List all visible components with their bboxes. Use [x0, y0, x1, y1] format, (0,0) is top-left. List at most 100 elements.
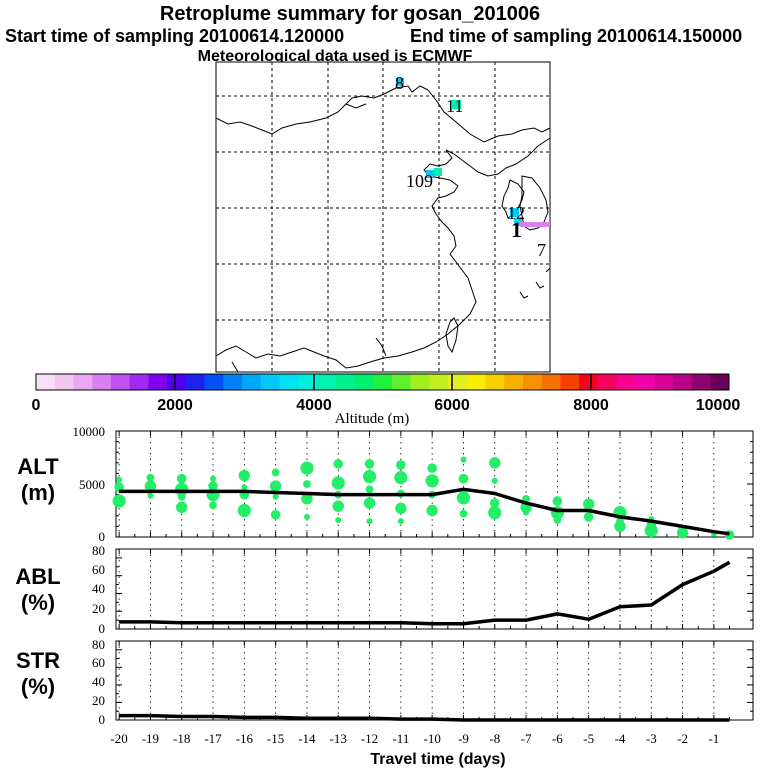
colorbar-tick-label: 6000: [434, 397, 470, 414]
colorbar-swatch: [204, 374, 224, 390]
map-coastlines: [215, 85, 551, 373]
colorbar-swatch: [579, 374, 599, 390]
altitude-colorbar: [35, 373, 730, 391]
colorbar-swatch: [335, 374, 355, 390]
colorbar-swatch: [298, 374, 318, 390]
x-tick-label: -2: [677, 731, 688, 746]
altitude-dot: [426, 504, 438, 517]
colorbar-swatch: [541, 374, 561, 390]
x-tick-label: -17: [204, 731, 222, 746]
map-point: [426, 170, 434, 178]
altitude-dot: [146, 473, 155, 482]
map-point: [510, 208, 519, 217]
colorbar-tick-label: 10000: [696, 397, 741, 414]
colorbar-swatch: [654, 374, 674, 390]
altitude-dot: [362, 469, 377, 484]
colorbar-tick-label: 4000: [296, 397, 332, 414]
str-panel: [115, 640, 754, 722]
altitude-dot: [363, 497, 376, 509]
colorbar-swatch: [316, 374, 337, 390]
altitude-dot: [144, 480, 157, 492]
colorbar-swatch: [185, 374, 206, 390]
altitude-dot: [112, 494, 126, 508]
colorbar-swatch: [522, 374, 543, 390]
altitude-dot: [241, 484, 248, 491]
abl-series-line: [119, 560, 731, 626]
colorbar-swatch: [710, 374, 730, 390]
altitude-dot: [456, 491, 471, 505]
altitude-dot: [427, 463, 437, 473]
altitude-dot: [459, 509, 468, 518]
colorbar-swatch: [167, 374, 187, 390]
y-tick-label: 80: [92, 543, 105, 558]
x-tick-label: -9: [458, 731, 469, 746]
altitude-dot: [582, 498, 595, 510]
colorbar-swatch: [279, 374, 299, 390]
panel-frame: [115, 640, 754, 721]
colorbar-swatch: [54, 374, 74, 390]
x-tick-label: -14: [298, 731, 316, 746]
abl-panel: [115, 548, 754, 630]
panel-frame: [115, 548, 754, 630]
altitude-dot: [644, 524, 658, 538]
colorbar-swatch: [354, 374, 374, 390]
map-arrow: [520, 222, 550, 227]
altitude-dot: [553, 516, 562, 524]
altitude-dot: [270, 509, 281, 520]
altitude-dot: [333, 459, 344, 469]
colorbar-ticks: 0 2000 4000 6000 8000 10000: [32, 397, 741, 414]
y-tick-label: 0: [99, 529, 106, 544]
colorbar-swatch: [616, 374, 636, 390]
map-label: 11: [446, 96, 463, 116]
y-tick-label: 10000: [73, 424, 106, 439]
colorbar-swatch: [148, 374, 168, 390]
figure-title: Retroplume summary for gosan_201006: [160, 3, 540, 25]
altitude-dot: [300, 461, 314, 475]
start-time-label: Start time of sampling 20100614.120000: [5, 26, 344, 46]
abl-panel-label: ABL: [15, 564, 60, 589]
altitude-dot: [272, 493, 279, 500]
colorbar-frame: [35, 373, 730, 391]
y-tick-label: 0: [99, 621, 106, 636]
colorbar-swatch: [129, 374, 149, 390]
altitude-dot: [301, 493, 313, 505]
x-tick-label: -20: [110, 731, 127, 746]
altitude-dot: [176, 473, 187, 484]
colorbar-swatch: [466, 374, 487, 390]
colorbar-swatch: [691, 374, 711, 390]
map-point: [434, 168, 442, 176]
colorbar-swatch: [635, 374, 655, 390]
altitude-dot: [177, 492, 186, 501]
map-point: [514, 218, 522, 226]
altitude-dot: [303, 513, 310, 520]
colorbar-swatch: [36, 374, 56, 390]
altitude-dot: [489, 498, 500, 508]
altitude-dot: [395, 502, 407, 515]
altitude-dot: [583, 512, 594, 522]
alt-panel: [112, 430, 754, 540]
altitude-dot: [114, 482, 124, 492]
y-tick-label: 0: [99, 712, 106, 727]
x-tick-label: -3: [646, 731, 657, 746]
colorbar-swatch: [410, 374, 430, 390]
altitude-dot: [269, 480, 282, 492]
altitude-dot: [147, 492, 154, 499]
colorbar-swatch: [560, 374, 580, 390]
altitude-dot: [614, 520, 626, 533]
altitude-dot: [489, 457, 501, 469]
y-tick-label: 20: [92, 601, 105, 616]
x-tick-label: -18: [173, 731, 190, 746]
colorbar-swatch: [597, 374, 618, 390]
altitude-dot: [491, 477, 498, 484]
alt-y-ticks: 0 5000 10000: [73, 424, 106, 544]
altitude-dot: [176, 501, 188, 514]
y-tick-label: 40: [92, 581, 105, 596]
altitude-dot: [396, 460, 406, 470]
colorbar-swatch: [391, 374, 412, 390]
alt-panel-label: ALT: [17, 454, 59, 479]
altitude-dot: [425, 474, 439, 488]
map-label: 8: [395, 73, 404, 93]
map-label: 109: [406, 171, 433, 191]
map-gridlines: [216, 62, 550, 372]
colorbar-swatch: [485, 374, 505, 390]
